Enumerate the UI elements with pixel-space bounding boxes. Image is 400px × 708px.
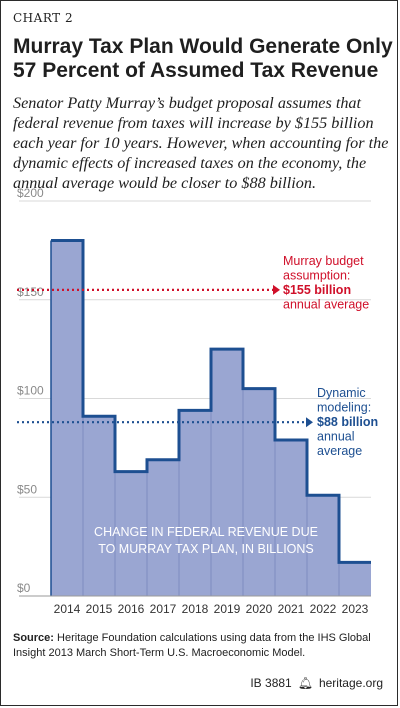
reference-annotation-0: Murray budget [283, 254, 364, 268]
x-tick-label: 2018 [182, 602, 209, 616]
chart-title-line-1: Murray Tax Plan Would Generate Only [13, 35, 393, 58]
chart-number-label: CHART 2 [13, 11, 74, 25]
bell-icon: 🔔︎ [297, 676, 313, 690]
x-tick-label: 2015 [86, 602, 113, 616]
area-inner-label: TO MURRAY TAX PLAN, IN BILLIONS [98, 542, 314, 556]
x-tick-label: 2017 [150, 602, 177, 616]
x-tick-label: 2014 [54, 602, 81, 616]
y-tick-label: $100 [17, 384, 44, 398]
reference-annotation-1: average [317, 444, 362, 458]
source-label: Source: [13, 632, 54, 644]
x-tick-label: 2019 [214, 602, 241, 616]
y-tick-label: $0 [17, 581, 31, 595]
area-outline [51, 239, 371, 564]
chart-title-line-2: 57 Percent of Assumed Tax Revenue [13, 59, 379, 82]
reference-arrow-0 [273, 284, 280, 295]
reference-annotation-0: annual average [283, 297, 369, 311]
x-tick-label: 2016 [118, 602, 145, 616]
footer: IB 3881 🔔︎ heritage.org [250, 676, 383, 690]
reference-annotation-0: assumption: [283, 268, 350, 282]
reference-annotation-1: annual [317, 430, 355, 444]
area-inner-label: CHANGE IN FEDERAL REVENUE DUE [94, 525, 318, 539]
chart-subtitle: Senator Patty Murray’s budget proposal a… [13, 94, 389, 192]
reference-annotation-1: $88 billion [317, 415, 378, 429]
ib-number: IB 3881 [250, 676, 292, 690]
chart-title: Murray Tax Plan Would Generate Only 57 P… [13, 35, 393, 83]
site-link[interactable]: heritage.org [318, 676, 383, 690]
y-tick-label: $50 [17, 482, 37, 496]
y-tick-label: $200 [17, 186, 44, 200]
source-text: Heritage Foundation calculations using d… [13, 632, 371, 659]
x-tick-label: 2021 [278, 602, 305, 616]
x-tick-label: 2020 [246, 602, 273, 616]
reference-annotation-1: Dynamic [317, 386, 366, 400]
reference-arrow-1 [306, 417, 313, 428]
reference-annotation-1: modeling: [317, 401, 371, 415]
x-tick-label: 2023 [342, 602, 369, 616]
source-note: Source: Heritage Foundation calculations… [13, 631, 388, 661]
chart-plot: $0 $50 $100 $150 $200 2014 2015 2016 2017 2018 201… [17, 186, 378, 616]
y-tick-label: $150 [17, 285, 44, 299]
reference-annotation-0: $155 billion [283, 283, 351, 297]
x-tick-label: 2022 [310, 602, 337, 616]
